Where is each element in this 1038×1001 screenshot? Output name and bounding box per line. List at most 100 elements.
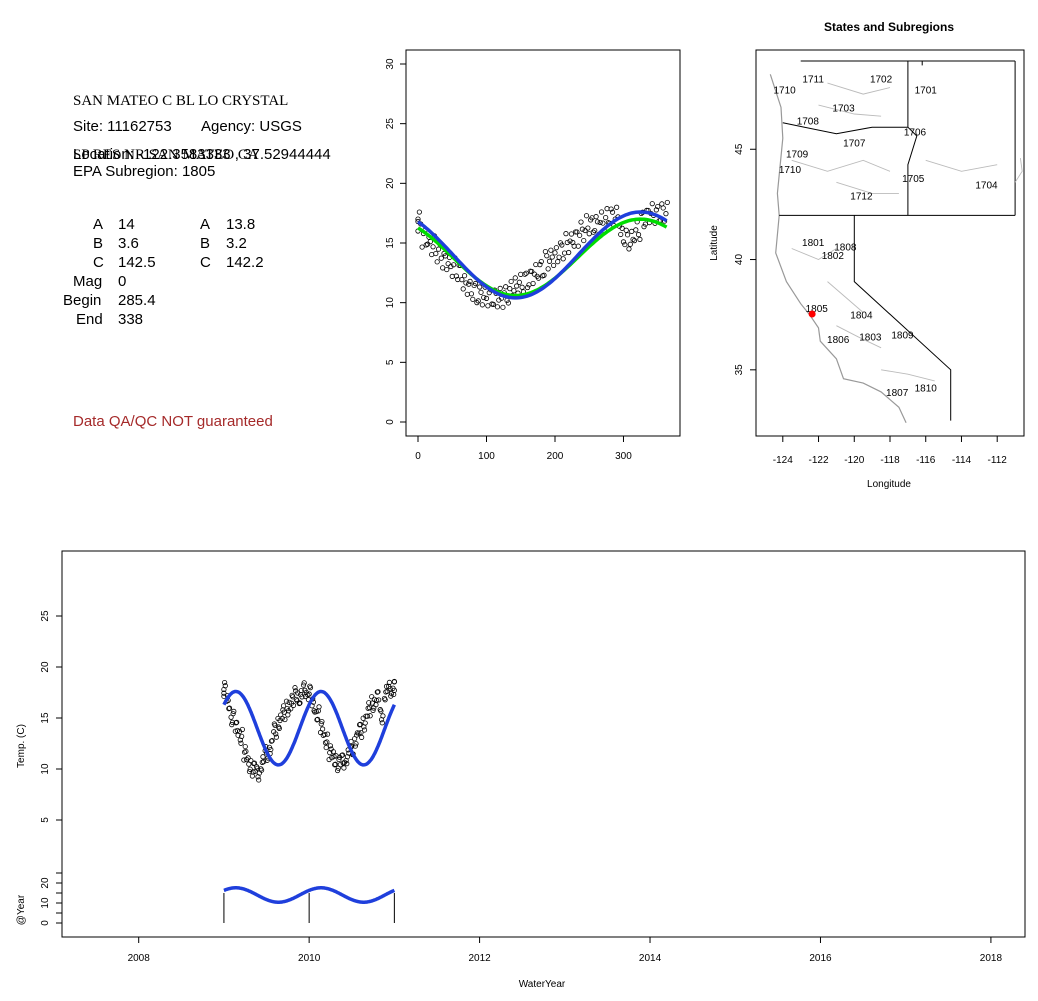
map-title: States and Subregions: [824, 20, 954, 34]
ts-y2-tick-label: 10: [40, 897, 51, 909]
epa-subregion: EPA Subregion: 1805: [73, 163, 216, 180]
state-boundary: [907, 61, 918, 216]
doy-point: [653, 207, 659, 213]
ts-point: [290, 694, 296, 700]
ts-point: [239, 733, 245, 739]
doy-point: [430, 244, 436, 250]
param-end-label: End: [76, 311, 103, 328]
ts-point: [264, 757, 270, 763]
doy-point: [655, 203, 661, 210]
ts-point: [316, 704, 322, 710]
doy-points: [415, 199, 670, 310]
map-x-tick-label: -118: [880, 455, 900, 466]
ts-point: [239, 726, 245, 733]
doy-point: [609, 209, 616, 215]
ts-point: [296, 700, 302, 707]
doy-point: [620, 239, 627, 245]
ts-point: [298, 687, 304, 694]
ts-point: [241, 757, 247, 763]
doy-point: [568, 231, 575, 237]
ts-axes: 2008 2010 2012 2014 2016 2018 5 10 15 20 25 0 10 20: [40, 610, 1002, 964]
ts-point: [221, 693, 227, 699]
region-label: 1802: [822, 251, 845, 262]
doy-point: [500, 304, 506, 310]
ts-point: [352, 743, 358, 749]
map-x-tick-label: -124: [773, 455, 793, 466]
doy-point: [433, 250, 439, 257]
map-ylabel: Latitude: [709, 225, 720, 261]
region-label: 1701: [915, 86, 938, 97]
subregion-boundary: [1014, 158, 1023, 183]
doy-point: [635, 232, 642, 238]
ts-y-tick-label: 15: [40, 712, 51, 724]
region-label: 1710: [779, 165, 802, 176]
doy-point: [624, 232, 631, 238]
doy-point: [548, 247, 554, 253]
ts-point: [324, 731, 331, 737]
subregion-boundary: [791, 248, 837, 261]
ts-point: [229, 722, 235, 728]
doy-point: [508, 278, 514, 285]
ts-point: [256, 777, 262, 783]
doy-point: [598, 209, 605, 215]
doy-point: [546, 258, 553, 264]
ts-x-tick-label: 2012: [468, 953, 491, 964]
doy-point: [619, 225, 625, 231]
subregion-boundary: [827, 281, 864, 313]
param-c-value: 142.5: [118, 254, 156, 271]
doy-point: [523, 270, 529, 276]
doy-point: [663, 211, 669, 217]
doy-point: [453, 273, 459, 279]
doy-point: [633, 227, 639, 233]
param-b-value: 3.6: [118, 235, 139, 252]
ts-x-tick-label: 2018: [980, 953, 1003, 964]
region-label: 1810: [915, 383, 938, 394]
doy-point: [516, 279, 522, 285]
doy-point: [608, 206, 614, 212]
ts-point: [222, 683, 228, 689]
ts-point: [388, 691, 395, 697]
region-label: 1709: [786, 150, 809, 161]
ts-point: [258, 767, 265, 773]
ts-point: [301, 680, 307, 686]
ts-point: [285, 712, 291, 718]
doy-point: [560, 256, 566, 262]
region-label: 1708: [797, 117, 820, 128]
doy-point: [567, 238, 573, 244]
doy-point: [416, 209, 422, 215]
doy-y-tick-label: 5: [385, 359, 396, 365]
param-begin-value: 285.4: [118, 292, 156, 309]
doy-y-tick-label: 30: [385, 58, 396, 70]
doy-point: [627, 241, 633, 247]
ts-point: [260, 754, 266, 760]
doy-point: [507, 286, 513, 292]
param-b-label: B: [93, 235, 104, 252]
ts-x-tick-label: 2014: [639, 953, 662, 964]
doy-point: [552, 250, 558, 256]
doy-point: [460, 286, 466, 292]
region-label: 1808: [834, 242, 857, 253]
doy-point: [544, 253, 550, 259]
ts-point: [295, 690, 301, 696]
region-label: 1805: [806, 304, 829, 315]
param-mag-label: Mag: [73, 273, 103, 290]
doy-point: [530, 280, 536, 287]
doy-point: [419, 244, 425, 250]
ts-point: [292, 685, 298, 691]
doy-point: [494, 304, 501, 310]
doy-point: [614, 204, 620, 210]
ts-point: [320, 726, 326, 732]
ts-point: [273, 734, 280, 740]
ts-point: [357, 721, 363, 727]
doy-point: [585, 225, 591, 231]
doy-point: [537, 262, 543, 268]
param-a-label: A: [93, 216, 104, 233]
ts-point: [299, 694, 305, 700]
doy-point: [448, 263, 454, 270]
ts-point: [378, 708, 384, 714]
ts-point: [358, 729, 364, 736]
ts-point: [238, 740, 244, 746]
ts-fit-line-path: [222, 689, 396, 767]
doy-point: [593, 214, 599, 220]
